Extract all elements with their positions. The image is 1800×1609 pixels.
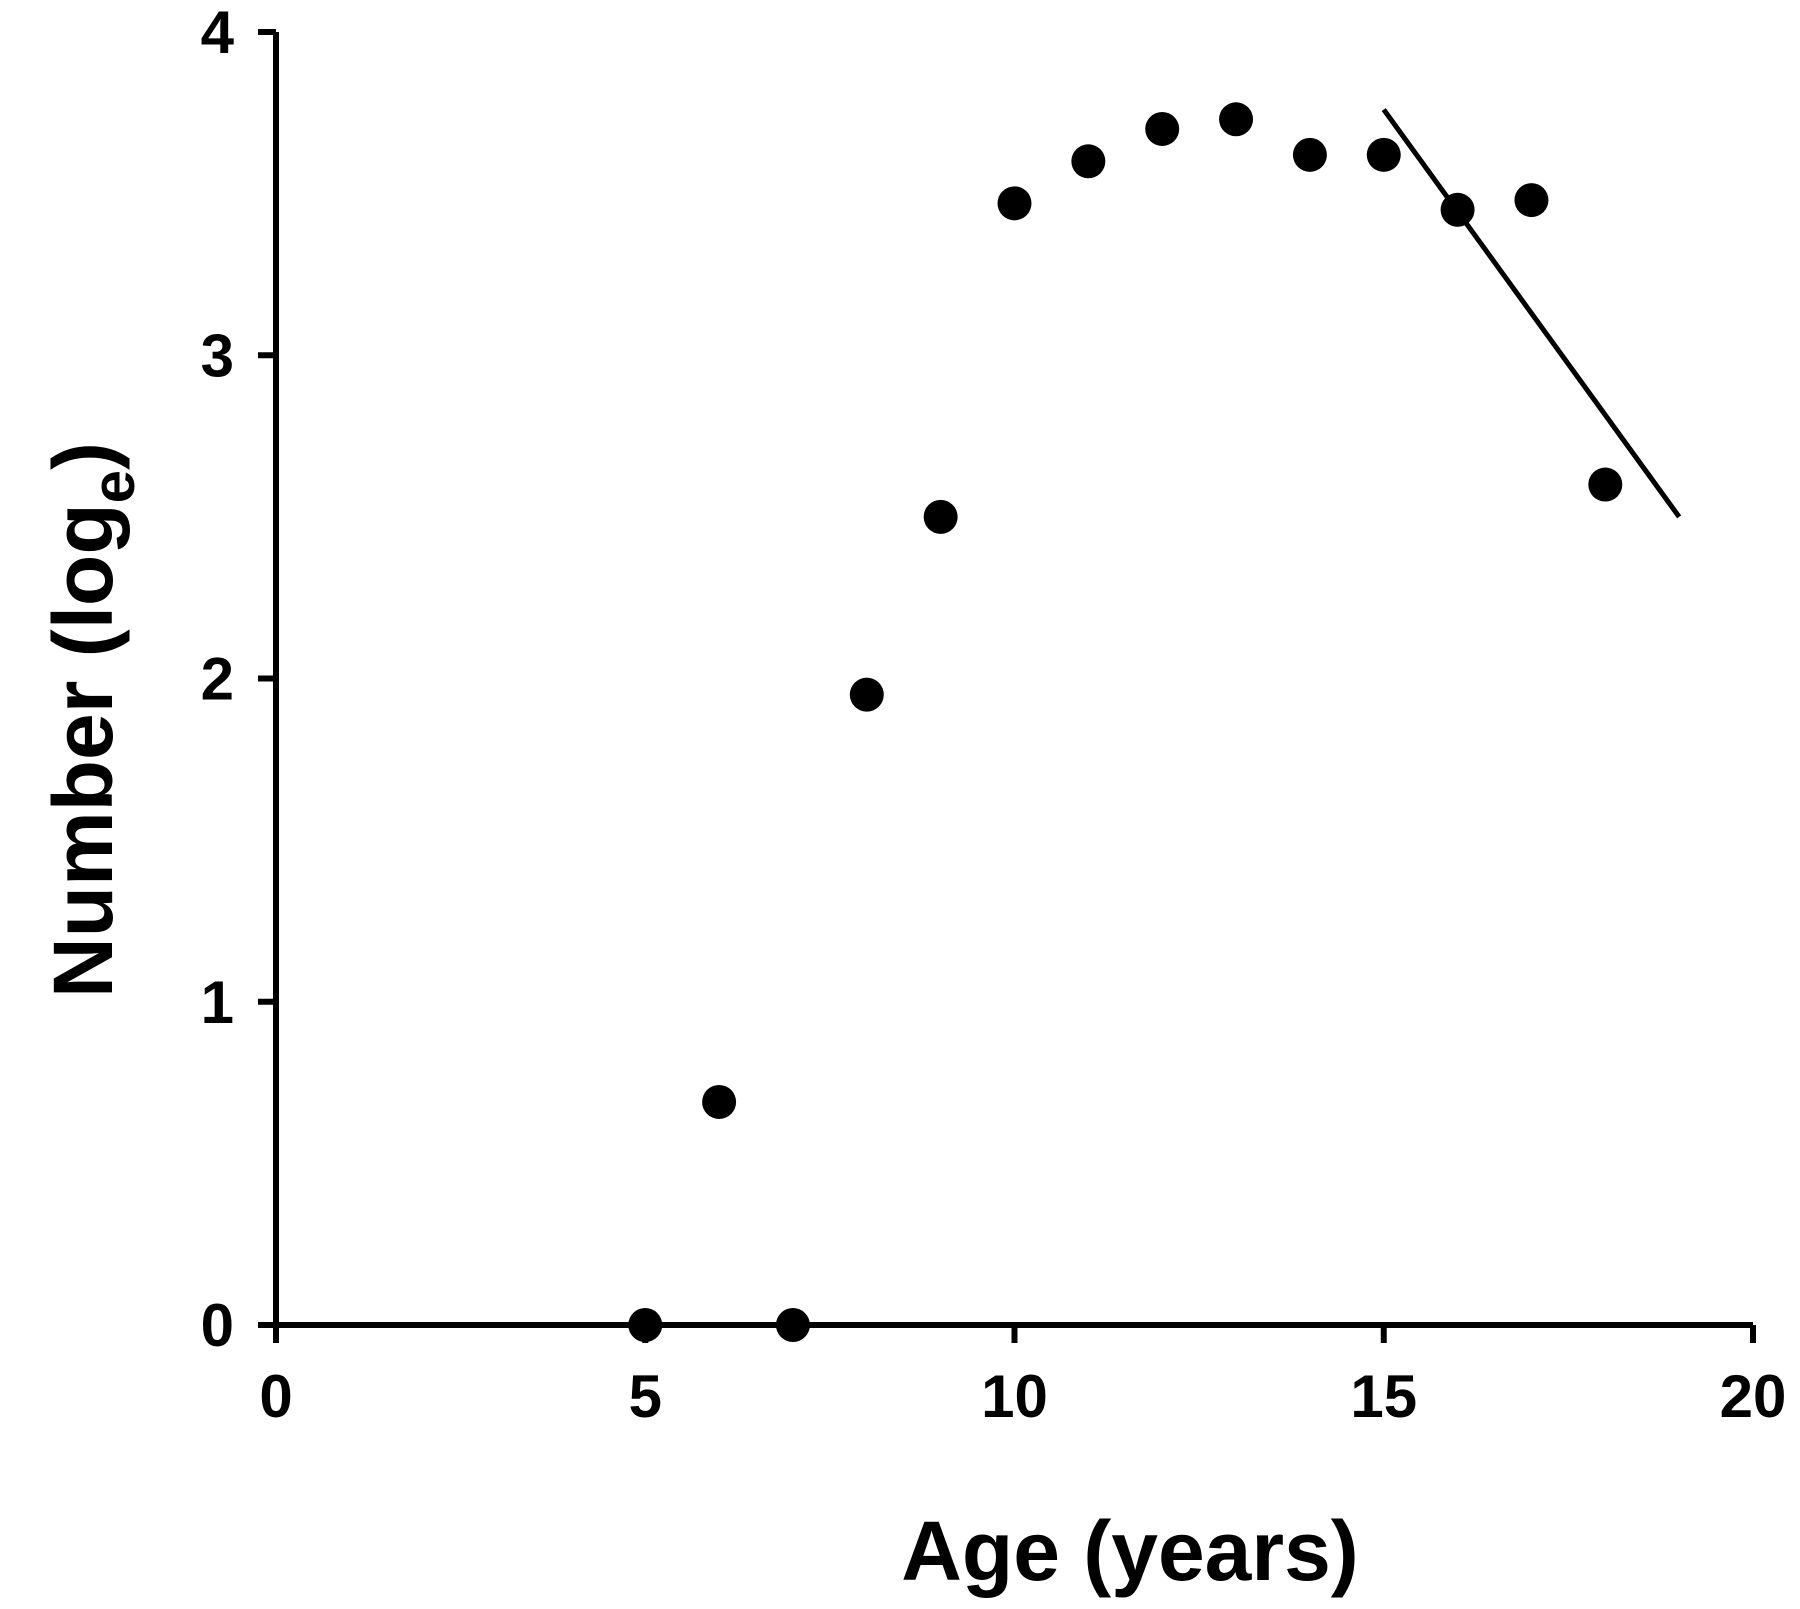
data-point	[923, 499, 958, 534]
y-tick-label: 3	[201, 322, 234, 389]
x-tick-label: 5	[629, 1363, 662, 1430]
y-tick-label: 0	[201, 1292, 234, 1359]
data-point	[1440, 192, 1475, 227]
data-point	[849, 677, 884, 712]
fit-line	[1381, 108, 1682, 519]
y-axis-title: Number (loge)	[36, 442, 147, 998]
x-tick-label: 20	[1720, 1363, 1787, 1430]
y-tick-label: 2	[201, 646, 234, 713]
data-point	[702, 1084, 737, 1119]
x-tick-label: 0	[259, 1363, 292, 1430]
data-point	[1588, 467, 1623, 502]
data-point	[1071, 144, 1106, 179]
data-point	[628, 1308, 663, 1342]
data-points-group	[628, 102, 1623, 1342]
data-point	[1366, 137, 1401, 172]
y-tick-label: 1	[201, 969, 234, 1036]
x-axis-title: Age (years)	[901, 1504, 1359, 1598]
y-tick-label: 4	[201, 0, 235, 66]
data-point	[997, 186, 1032, 221]
y-axis-title-subscript: e	[80, 470, 147, 503]
data-point	[775, 1308, 810, 1342]
axes-group	[273, 32, 1753, 1328]
fit-line-group	[1381, 108, 1682, 519]
y-axis-title-main: Number (log	[36, 503, 130, 998]
data-point	[1292, 137, 1327, 172]
data-point	[1145, 111, 1180, 146]
x-tick-label: 15	[1350, 1363, 1417, 1430]
data-point	[1514, 183, 1549, 218]
ticks-group: 0 1 2 3 4 0 5 10 15 20	[201, 0, 1787, 1430]
data-point	[1219, 102, 1254, 137]
x-tick-label: 10	[981, 1363, 1048, 1430]
y-axis-title-close: )	[36, 442, 130, 470]
